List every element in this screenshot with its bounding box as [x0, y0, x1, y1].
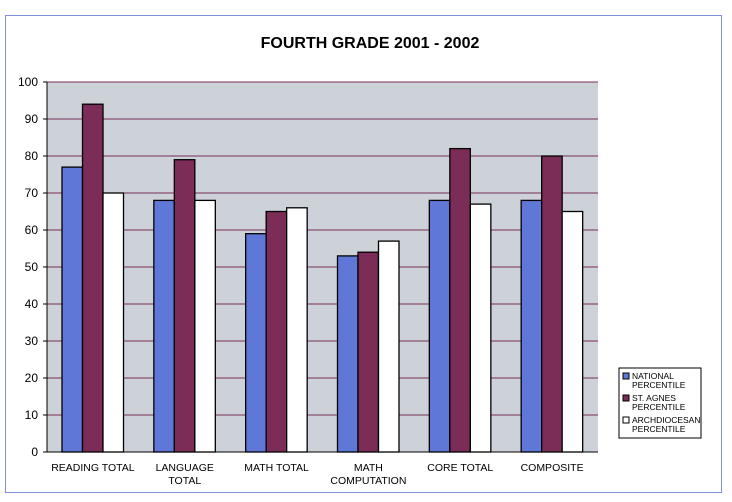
bar-1-1 [173, 159, 196, 453]
bar-2-5 [561, 210, 584, 453]
y-tick-label: 0 [31, 445, 38, 459]
x-category-line: COMPOSITE [521, 462, 584, 474]
bar-2-1 [194, 199, 216, 453]
legend-swatch-1 [622, 394, 630, 402]
legend-swatch-2 [622, 416, 630, 424]
bar-1-2 [265, 210, 288, 453]
y-tick-label: 30 [25, 334, 39, 348]
legend-label-line: PERCENTILE [632, 424, 686, 434]
x-category-label: LANGUAGE TOTAL [156, 462, 214, 487]
y-tick-label: 70 [25, 186, 39, 200]
legend-swatch-0 [622, 372, 630, 380]
bar-0-2 [245, 233, 267, 453]
legend-box [618, 367, 702, 439]
x-category-label: CORE TOTAL [427, 462, 493, 474]
legend-label-2: ARCHDIOCESAN PERCENTILE [632, 415, 700, 434]
bar-0-5 [520, 199, 543, 453]
y-tick-label: 80 [25, 149, 39, 163]
x-category-line: COMPUTATION [330, 475, 406, 487]
y-tick-label: 100 [18, 75, 38, 89]
x-category-label: MATH COMPUTATION [330, 462, 406, 487]
y-tick-label: 10 [25, 408, 39, 422]
bar-1-3 [357, 251, 380, 453]
bar-0-4 [428, 199, 451, 453]
legend-label-line: ST. AGNES [632, 393, 676, 403]
bar-2-2 [286, 207, 308, 453]
legend-label-0: NATIONAL PERCENTILE [632, 371, 686, 390]
x-category-line: TOTAL [168, 475, 201, 487]
bar-2-3 [377, 240, 400, 453]
x-category-line: LANGUAGE [156, 462, 214, 474]
bar-1-0 [81, 103, 104, 453]
bar-0-1 [153, 199, 175, 453]
bar-0-3 [336, 255, 359, 453]
chart-frame [5, 15, 722, 493]
bar-2-0 [102, 192, 125, 453]
legend-label-line: ARCHDIOCESAN [632, 415, 700, 425]
x-category-label: MATH TOTAL [244, 462, 309, 474]
y-tick-label: 60 [25, 223, 39, 237]
bar-0-0 [61, 166, 84, 453]
bar-1-5 [541, 155, 563, 453]
chart-title: FOURTH GRADE 2001 - 2002 [261, 35, 480, 52]
bar-1-4 [449, 147, 471, 453]
legend-label-line: NATIONAL [632, 371, 674, 381]
x-category-line: MATH [354, 462, 383, 474]
legend-label-line: PERCENTILE [632, 402, 686, 412]
y-tick-label: 40 [25, 297, 39, 311]
x-category-line: MATH TOTAL [244, 462, 309, 474]
x-category-line: READING TOTAL [51, 462, 135, 474]
y-tick-label: 20 [25, 371, 39, 385]
y-tick-label: 90 [25, 112, 39, 126]
y-tick-label: 50 [25, 260, 39, 274]
x-category-label: READING TOTAL [51, 462, 135, 474]
legend-label-line: PERCENTILE [632, 380, 686, 390]
x-category-line: CORE TOTAL [427, 462, 493, 474]
legend-label-1: ST. AGNES PERCENTILE [632, 393, 686, 412]
bar-2-4 [469, 203, 492, 453]
x-category-label: COMPOSITE [521, 462, 584, 474]
